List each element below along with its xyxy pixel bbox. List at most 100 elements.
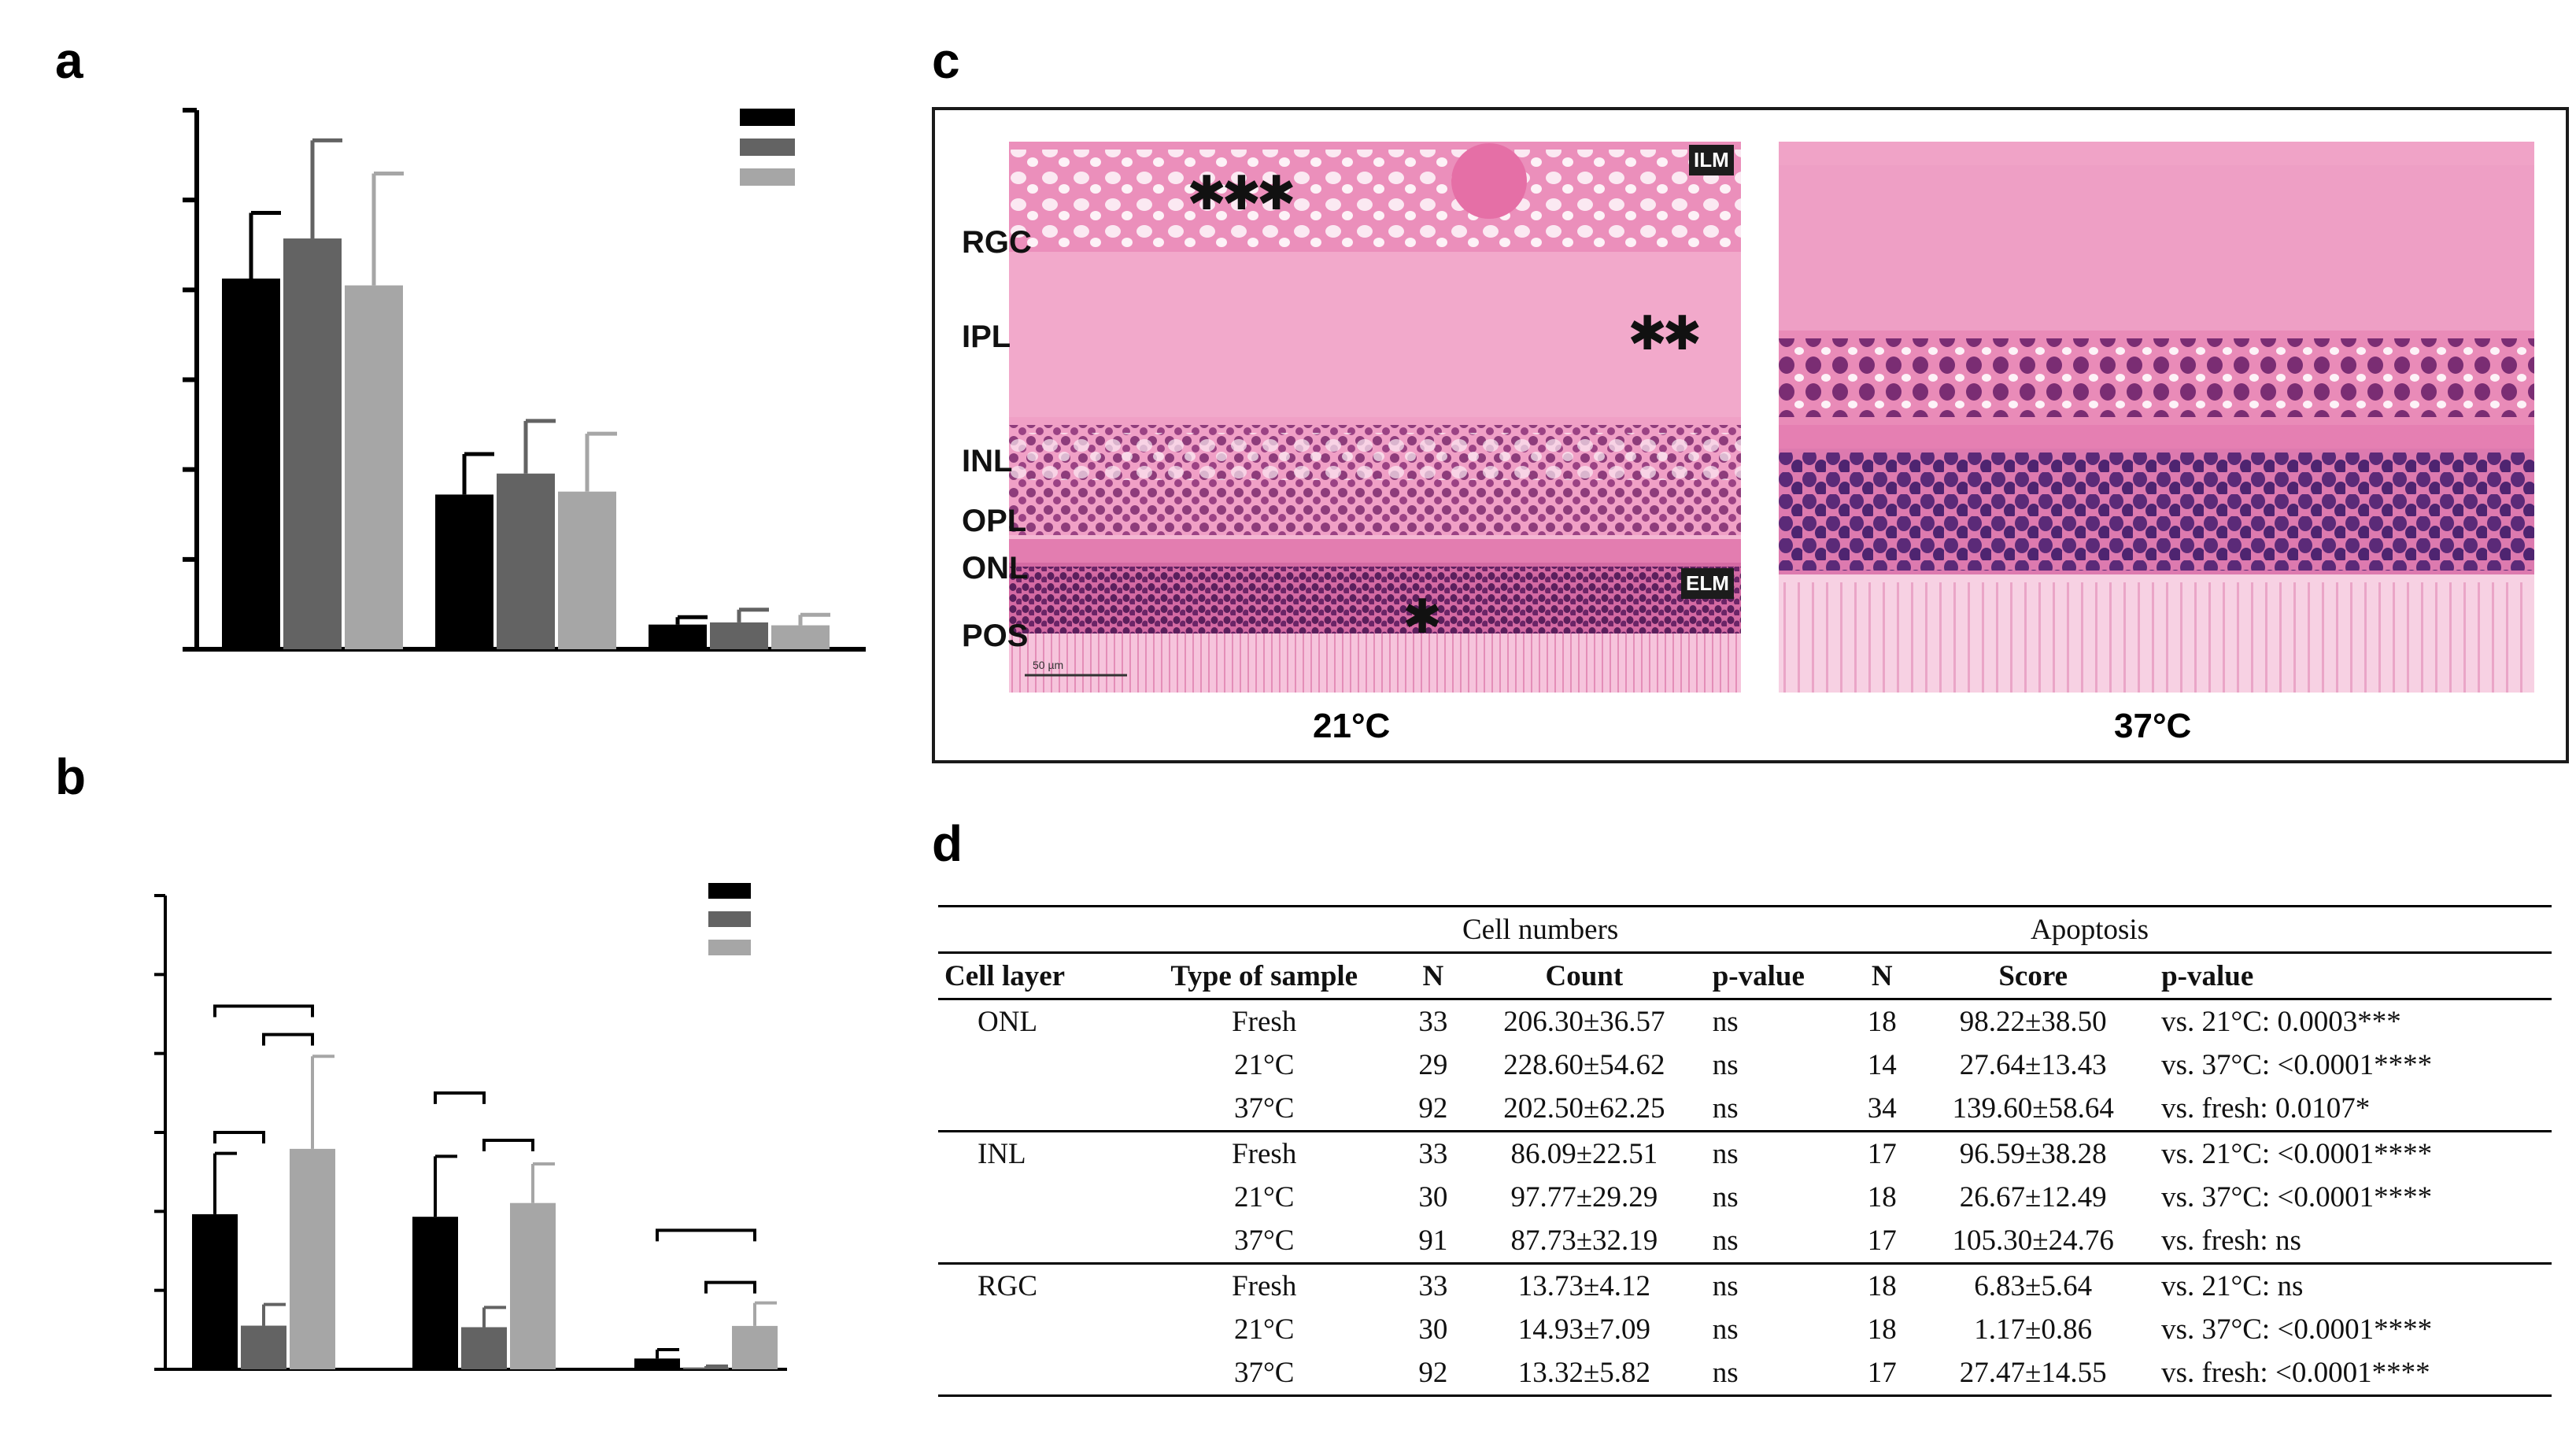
cell-count: 87.73±32.19: [1510, 1225, 1658, 1257]
layer-label-onl: ONL: [962, 551, 1029, 585]
cell-sample-type: Fresh: [1124, 998, 1404, 1044]
cell-pvalue-apoptosis: vs. 37°C: <0.0001****: [2161, 1049, 2433, 1081]
significance-bracket: [482, 1139, 534, 1152]
cell-sample-type: 21°C: [1233, 1181, 1295, 1213]
cell-pvalue-cells: ns: [1712, 1313, 1739, 1346]
cell-pvalue-apoptosis: vs. 37°C: <0.0001****: [2161, 1313, 2433, 1346]
legend-swatch: [708, 911, 751, 927]
cell-cell-layer: [938, 1044, 1125, 1087]
cell-sample-type: 37°C: [1233, 1357, 1295, 1389]
layer-label-rgc: RGC: [962, 225, 1032, 260]
asterisk-pos: ✱: [1403, 589, 1443, 645]
legend-swatch: [740, 168, 795, 186]
table-row: 37°C 92 13.32±5.82 ns 17 27.47±14.55 vs. fresh…: [938, 1351, 2552, 1396]
cell-pvalue-cells: ns: [1712, 1357, 1739, 1389]
cell-pvalue-cells: ns: [1712, 1049, 1739, 1081]
table-group-header-row: Cell numbers Apoptosis: [938, 906, 2552, 953]
bar: [283, 238, 342, 649]
histology-21c-drawing: 50 µm: [1009, 142, 1741, 693]
cell-cell-layer: [938, 1219, 1125, 1264]
cell-n-apoptosis: 18: [1853, 998, 1912, 1044]
cell-pvalue-cells: ns: [1712, 1181, 1739, 1213]
cell-pvalue-cells: ns: [1712, 1225, 1739, 1257]
bar: [634, 1358, 680, 1369]
cell-count: 13.73±4.12: [1462, 1262, 1706, 1308]
histology-panel: 50 µm: [932, 107, 2569, 763]
layer-label-inl: INL: [962, 444, 1013, 478]
cell-n-apoptosis: 34: [1867, 1092, 1897, 1125]
panel-label-b: b: [55, 748, 87, 805]
cell-n-cells: 29: [1418, 1049, 1448, 1081]
table-row: 21°C 30 14.93±7.09 ns 18 1.17±0.86 vs. 37°C: <…: [938, 1308, 2552, 1351]
bar: [649, 624, 707, 649]
bar: [290, 1148, 335, 1369]
cell-sample-type: Fresh: [1124, 1130, 1404, 1176]
histology-37c-drawing: [1779, 142, 2534, 693]
cell-pvalue-apoptosis: vs. fresh: 0.0107*: [2161, 1092, 2371, 1125]
cell-cell-layer: INL: [938, 1130, 1125, 1176]
cell-score: 27.64±13.43: [1959, 1049, 2107, 1081]
cell-count: 97.77±29.29: [1510, 1181, 1658, 1213]
cell-cell-layer: [938, 1176, 1125, 1219]
bar: [558, 491, 616, 649]
chart-b-apoptotic-cells: [154, 883, 787, 1371]
cell-n-cells: 91: [1418, 1225, 1448, 1257]
legend-swatch: [740, 139, 795, 156]
cell-cell-layer: [938, 1351, 1125, 1396]
cell-score: 96.59±38.28: [1911, 1130, 2156, 1176]
cell-count: 13.32±5.82: [1517, 1357, 1651, 1389]
bar: [435, 494, 493, 649]
cell-n-apoptosis: 17: [1867, 1357, 1897, 1389]
cell-n-cells: 92: [1418, 1092, 1448, 1125]
cell-count: 206.30±36.57: [1462, 998, 1706, 1044]
asterisks-ipl-vacuoles: ✱✱: [1628, 306, 1702, 361]
significance-bracket: [704, 1280, 756, 1294]
bar: [732, 1325, 778, 1369]
legend-swatch: [740, 109, 795, 126]
cell-pvalue-cells: ns: [1706, 1130, 1853, 1176]
table-row: ONL Fresh 33 206.30±36.57 ns 18 98.22±38.50 vs.…: [938, 998, 2552, 1044]
condition-label-21c: 21°C: [1313, 707, 1391, 745]
layer-label-pos: POS: [962, 619, 1029, 653]
cell-n-cells: 33: [1403, 1262, 1462, 1308]
cell-n-apoptosis: 17: [1867, 1225, 1897, 1257]
table-row: 21°C 29 228.60±54.62 ns 14 27.64±13.43 vs. 37°…: [938, 1044, 2552, 1087]
cell-n-apoptosis: 14: [1867, 1049, 1897, 1081]
col-type-of-sample: Type of sample: [1170, 959, 1358, 992]
cell-sample-type: 37°C: [1233, 1092, 1295, 1125]
bar: [510, 1202, 556, 1369]
cell-pvalue-apoptosis: vs. 21°C: <0.0001****: [2155, 1130, 2552, 1176]
cell-n-cells: 33: [1403, 1130, 1462, 1176]
bar: [683, 1367, 729, 1369]
cell-score: 98.22±38.50: [1911, 998, 2156, 1044]
cell-pvalue-cells: ns: [1706, 1262, 1853, 1308]
cell-pvalue-apoptosis: vs. fresh: <0.0001****: [2161, 1357, 2430, 1389]
cell-n-cells: 92: [1418, 1357, 1448, 1389]
cell-n-cells: 33: [1403, 998, 1462, 1044]
elm-tag: ELM: [1681, 568, 1734, 599]
bar: [497, 473, 555, 649]
cell-score: 6.83±5.64: [1911, 1262, 2156, 1308]
cell-cell-layer: [938, 1087, 1125, 1132]
cell-count: 14.93±7.09: [1517, 1313, 1651, 1346]
cell-cell-layer: RGC: [938, 1262, 1125, 1308]
cell-pvalue-apoptosis: vs. fresh: ns: [2161, 1225, 2301, 1257]
cell-pvalue-apoptosis: vs. 21°C: 0.0003***: [2155, 998, 2552, 1044]
histology-image-37c: [1779, 142, 2534, 693]
col-n-apoptosis: N: [1871, 959, 1893, 992]
cell-pvalue-apoptosis: vs. 37°C: <0.0001****: [2161, 1181, 2433, 1213]
panel-label-a: a: [55, 32, 83, 89]
significance-bracket: [213, 1131, 265, 1143]
table-column-header-row: Cell layer Type of sample N Count p-valu…: [938, 952, 2552, 999]
panel-label-d: d: [932, 815, 963, 872]
significance-bracket: [213, 1004, 314, 1018]
cell-n-cells: 30: [1418, 1181, 1448, 1213]
table-row: RGC Fresh 33 13.73±4.12 ns 18 6.83±5.64 vs. 21°…: [938, 1262, 2552, 1308]
bar: [241, 1325, 286, 1369]
cell-score: 26.67±12.49: [1959, 1181, 2107, 1213]
table-row: 21°C 30 97.77±29.29 ns 18 26.67±12.49 vs. 37°C…: [938, 1176, 2552, 1219]
cell-n-apoptosis: 18: [1853, 1262, 1912, 1308]
group-header-apoptosis: Apoptosis: [2030, 913, 2149, 946]
cell-n-apoptosis: 18: [1867, 1313, 1897, 1346]
cell-n-apoptosis: 17: [1853, 1130, 1912, 1176]
